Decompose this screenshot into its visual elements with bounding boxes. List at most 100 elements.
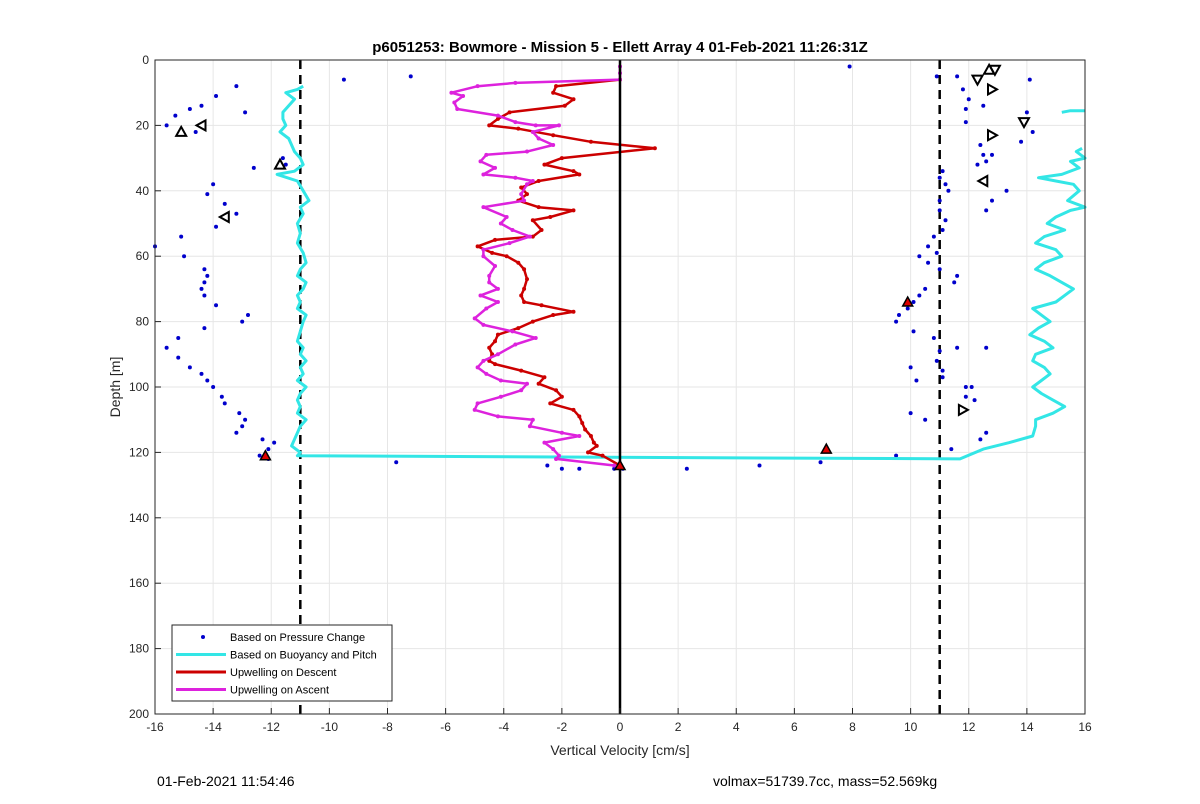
- pressure-change-point: [757, 463, 762, 468]
- descent-upwelling-line-point: [493, 237, 498, 242]
- pressure-change-point: [176, 355, 181, 360]
- legend: Based on Pressure Change Based on Buoyanc…: [171, 624, 393, 702]
- descent-upwelling-line-point: [536, 381, 541, 386]
- x-tick-label: 6: [791, 720, 798, 734]
- pressure-change-point: [894, 319, 899, 324]
- pressure-change-point: [394, 460, 399, 465]
- descent-upwelling-line-point: [487, 123, 492, 128]
- descent-upwelling-line-point: [516, 326, 521, 331]
- legend-label: Based on Buoyancy and Pitch: [230, 650, 377, 662]
- pressure-change-point: [164, 123, 169, 128]
- pressure-change-point: [211, 385, 216, 389]
- descent-upwelling-line-point: [519, 368, 524, 373]
- descent-upwelling-line-point: [571, 407, 576, 412]
- legend-label: Upwelling on Descent: [230, 667, 336, 679]
- descent-upwelling-line-point: [519, 185, 524, 190]
- pressure-change-point: [243, 417, 248, 422]
- pressure-change-point: [937, 175, 942, 180]
- buoyancy-pitch-line: [1061, 109, 1085, 114]
- ascent-upwelling-line-point: [452, 100, 457, 105]
- pressure-change-point: [1030, 129, 1035, 134]
- ascent-upwelling-line-point: [484, 371, 489, 376]
- x-tick-label: -12: [263, 720, 281, 734]
- ascent-upwelling-line-point: [519, 192, 524, 197]
- pressure-change-point: [937, 349, 942, 354]
- legend-label: Based on Pressure Change: [230, 632, 365, 644]
- pressure-change-point: [931, 234, 936, 239]
- x-tick-label: -6: [440, 720, 451, 734]
- ascent-upwelling-line-point: [530, 417, 535, 422]
- descent-upwelling-line-point: [522, 286, 527, 291]
- ascent-upwelling-line-point: [519, 388, 524, 393]
- pressure-change-point: [199, 286, 204, 291]
- descent-upwelling-line-point: [571, 97, 576, 102]
- descent-upwelling-line-point: [542, 162, 547, 167]
- ascent-upwelling-line-point: [556, 453, 561, 458]
- y-tick-label: 200: [129, 707, 149, 721]
- ascent-upwelling-line-point: [530, 129, 535, 134]
- open-triangle-marker: [987, 82, 1000, 97]
- pressure-change-point: [914, 378, 919, 383]
- pressure-change-point: [1019, 139, 1024, 144]
- y-axis-label: Depth [m]: [107, 357, 123, 418]
- pressure-change-point: [205, 192, 210, 197]
- descent-upwelling-line-point: [586, 450, 591, 455]
- descent-upwelling-line-point: [493, 362, 498, 367]
- ascent-upwelling-line-point: [556, 123, 561, 128]
- ascent-upwelling-line-point: [472, 407, 477, 412]
- descent-upwelling-line-point: [539, 303, 544, 308]
- pressure-change-point: [960, 87, 965, 92]
- pressure-change-point: [193, 129, 198, 134]
- ascent-upwelling-line-point: [478, 159, 483, 164]
- pressure-change-point: [911, 329, 916, 334]
- descent-upwelling-line-point: [551, 133, 556, 138]
- descent-upwelling-line-point: [495, 332, 500, 337]
- y-tick-label: 180: [129, 642, 149, 656]
- pressure-change-point: [176, 335, 181, 340]
- ascent-upwelling-line-point: [527, 234, 532, 239]
- ascent-upwelling-line-point: [481, 247, 486, 252]
- pressure-change-point: [984, 345, 989, 350]
- pressure-change-point: [1004, 188, 1009, 193]
- descent-upwelling-line-point: [525, 277, 529, 282]
- pressure-change-point: [847, 64, 852, 69]
- footer-volmax-mass: volmax=51739.7cc, mass=52.569kg: [713, 773, 938, 789]
- ascent-upwelling-line-point: [533, 123, 538, 128]
- pressure-change-point: [246, 313, 250, 318]
- pressure-change-point: [943, 218, 948, 223]
- pressure-change-point: [963, 120, 968, 125]
- descent-upwelling-line-point: [548, 214, 553, 219]
- pressure-change-point: [923, 286, 928, 291]
- descent-upwelling-line-point: [554, 388, 559, 393]
- pressure-change-point: [963, 394, 968, 399]
- descent-upwelling-line-point: [562, 103, 567, 108]
- pressure-change-point: [341, 77, 346, 82]
- ascent-upwelling-line-point: [478, 293, 483, 298]
- pressure-change-point: [981, 152, 986, 157]
- pressure-change-point: [955, 74, 960, 79]
- ascent-upwelling-line-point: [484, 306, 489, 311]
- x-tick-label: 8: [849, 720, 856, 734]
- pressure-change-point: [272, 440, 277, 445]
- descent-upwelling-line-point: [559, 156, 564, 161]
- pressure-change-point: [684, 466, 689, 471]
- pressure-change-point: [257, 453, 262, 458]
- pressure-change-point: [905, 306, 910, 311]
- descent-upwelling-line-point: [571, 208, 576, 213]
- ascent-upwelling-line-point: [495, 113, 500, 118]
- pressure-change-point: [187, 365, 192, 370]
- pressure-change-point: [955, 273, 960, 278]
- ascent-upwelling-line-point: [495, 299, 500, 304]
- ascent-upwelling-line-point: [449, 90, 454, 95]
- x-tick-label: 12: [962, 720, 976, 734]
- pressure-change-point: [934, 74, 939, 79]
- ascent-upwelling-line-point: [472, 316, 477, 321]
- pressure-change-point: [545, 463, 550, 468]
- ascent-upwelling-line-point: [530, 178, 535, 183]
- ascent-upwelling-line-point: [455, 107, 460, 112]
- pressure-change-point: [984, 208, 989, 213]
- pressure-change-point: [205, 273, 210, 278]
- pressure-change-point: [990, 152, 994, 157]
- pressure-change-point: [978, 437, 983, 442]
- descent-upwelling-line-point: [580, 420, 585, 425]
